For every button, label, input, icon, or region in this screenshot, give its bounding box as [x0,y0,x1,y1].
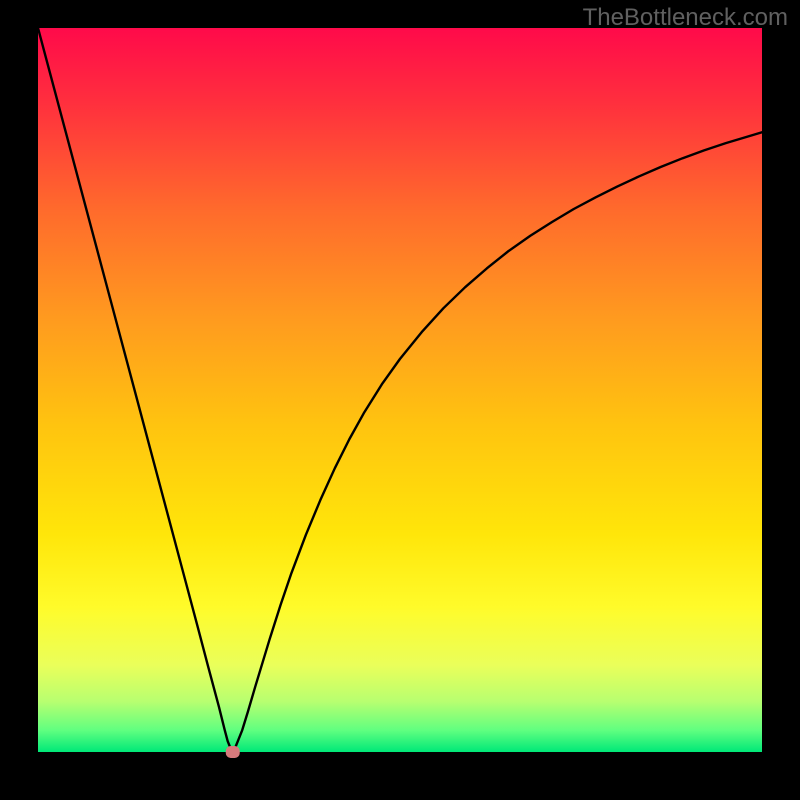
minimum-marker [226,746,240,758]
plot-background [38,28,762,752]
bottleneck-curve-chart [0,0,800,800]
plot-area [38,28,762,758]
chart-canvas: TheBottleneck.com [0,0,800,800]
